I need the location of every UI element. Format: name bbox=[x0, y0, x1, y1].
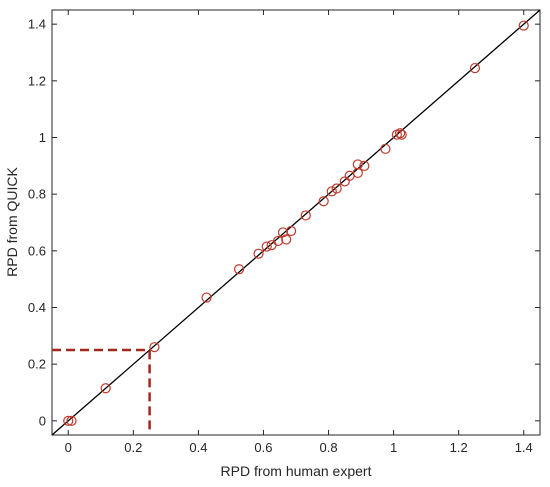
x-tick-label: 0.8 bbox=[319, 440, 337, 455]
data-point bbox=[380, 143, 391, 154]
data-point bbox=[100, 383, 111, 394]
x-tick-label: 1.2 bbox=[450, 440, 468, 455]
x-ticks: 0 0.2 0.4 0.6 0.8 1 1.2 1.4 bbox=[65, 10, 533, 455]
x-tick-label: 0.4 bbox=[189, 440, 207, 455]
x-tick-label: 1.4 bbox=[515, 440, 533, 455]
data-point bbox=[518, 20, 529, 31]
y-tick-label: 1 bbox=[39, 130, 46, 145]
data-point bbox=[233, 264, 245, 275]
data-point bbox=[149, 342, 160, 353]
y-tick-label: 0.2 bbox=[28, 357, 46, 372]
x-tick-label: 0 bbox=[65, 440, 72, 455]
x-axis-label: RPD from human expert bbox=[221, 463, 372, 479]
y-axis-label: RPD from QUICK bbox=[4, 167, 20, 277]
data-point bbox=[359, 160, 370, 171]
data-point bbox=[318, 196, 329, 207]
guide-line bbox=[52, 348, 151, 435]
x-tick-label: 1 bbox=[390, 440, 397, 455]
data-point bbox=[395, 128, 406, 139]
y-tick-label: 1.2 bbox=[28, 73, 46, 88]
data-point bbox=[281, 234, 292, 245]
data-points bbox=[63, 20, 529, 426]
data-point bbox=[326, 186, 337, 197]
data-point bbox=[66, 415, 77, 426]
data-point bbox=[201, 292, 212, 303]
data-point bbox=[286, 225, 297, 237]
data-point bbox=[261, 241, 272, 252]
y-tick-label: 0.4 bbox=[28, 300, 46, 315]
x-tick-label: 0.6 bbox=[254, 440, 272, 455]
y-tick-label: 0.6 bbox=[28, 243, 46, 258]
y-ticks: 0 0.2 0.4 0.6 0.8 1 1.2 1.4 bbox=[28, 17, 540, 428]
data-point bbox=[469, 62, 481, 74]
data-point bbox=[352, 159, 363, 170]
data-point bbox=[300, 210, 311, 221]
data-point bbox=[253, 248, 264, 259]
identity-line bbox=[51, 9, 541, 436]
x-tick-label: 0.2 bbox=[124, 440, 142, 455]
data-point bbox=[273, 235, 284, 247]
data-point bbox=[396, 129, 407, 140]
y-tick-label: 0 bbox=[39, 413, 46, 428]
data-point bbox=[331, 183, 342, 194]
data-point bbox=[63, 415, 74, 426]
y-tick-label: 1.4 bbox=[28, 17, 46, 32]
y-tick-label: 0.8 bbox=[28, 187, 46, 202]
